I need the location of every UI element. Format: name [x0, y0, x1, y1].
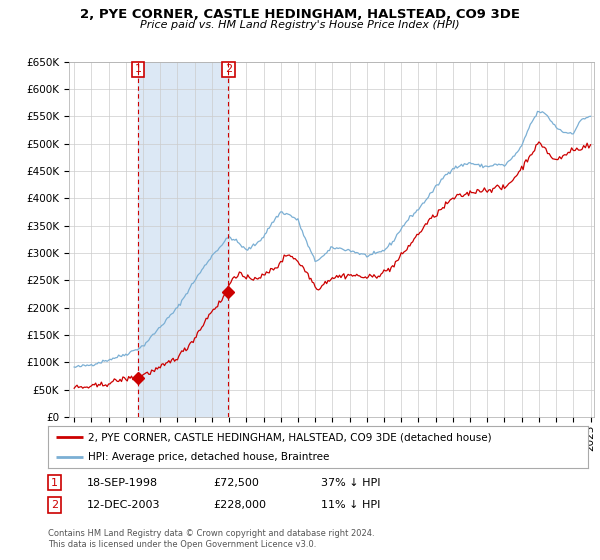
Text: 12-DEC-2003: 12-DEC-2003 — [87, 500, 161, 510]
Text: 11% ↓ HPI: 11% ↓ HPI — [321, 500, 380, 510]
Text: 2: 2 — [51, 500, 58, 510]
Text: £228,000: £228,000 — [213, 500, 266, 510]
Text: Price paid vs. HM Land Registry's House Price Index (HPI): Price paid vs. HM Land Registry's House … — [140, 20, 460, 30]
Text: 2: 2 — [224, 64, 232, 74]
Text: £72,500: £72,500 — [213, 478, 259, 488]
Text: HPI: Average price, detached house, Braintree: HPI: Average price, detached house, Brai… — [89, 452, 330, 462]
Bar — [138, 62, 228, 417]
Text: 1: 1 — [51, 478, 58, 488]
Text: 2, PYE CORNER, CASTLE HEDINGHAM, HALSTEAD, CO9 3DE (detached house): 2, PYE CORNER, CASTLE HEDINGHAM, HALSTEA… — [89, 432, 492, 442]
Text: 18-SEP-1998: 18-SEP-1998 — [87, 478, 158, 488]
Text: Contains HM Land Registry data © Crown copyright and database right 2024.
This d: Contains HM Land Registry data © Crown c… — [48, 529, 374, 549]
Text: 37% ↓ HPI: 37% ↓ HPI — [321, 478, 380, 488]
Text: 1: 1 — [134, 64, 142, 74]
Text: 2, PYE CORNER, CASTLE HEDINGHAM, HALSTEAD, CO9 3DE: 2, PYE CORNER, CASTLE HEDINGHAM, HALSTEA… — [80, 8, 520, 21]
